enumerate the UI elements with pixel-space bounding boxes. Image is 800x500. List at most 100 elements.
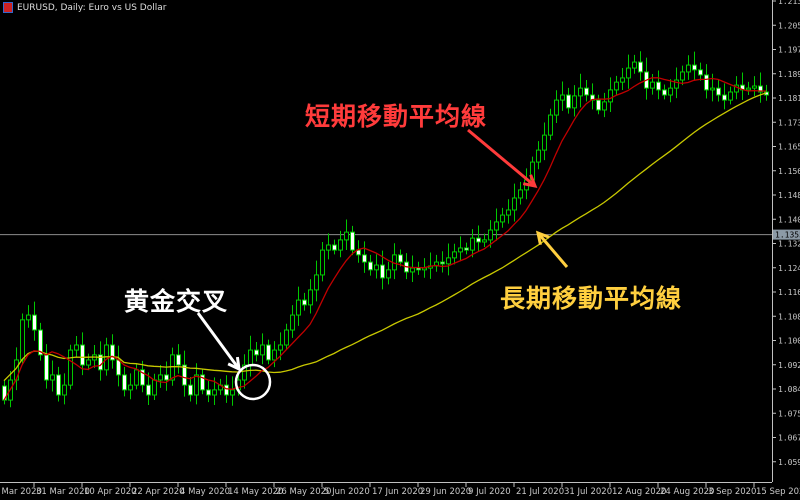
candle-body — [602, 101, 607, 111]
golden-cross-arrow — [196, 312, 241, 372]
candle-body — [62, 384, 67, 396]
candle — [260, 333, 265, 365]
candle-body — [86, 359, 91, 366]
candle-body — [212, 389, 217, 396]
candle — [488, 220, 493, 248]
price-tick-label: 1.13260 — [778, 240, 800, 249]
candle-body — [20, 319, 25, 361]
candle — [338, 230, 343, 258]
candle — [254, 341, 259, 362]
candle — [326, 233, 331, 260]
candle — [302, 292, 307, 311]
candle — [164, 361, 169, 391]
candle-body — [254, 349, 259, 356]
candle — [740, 72, 745, 100]
short-ma-arrow-shaft — [467, 128, 536, 188]
candle-body — [410, 267, 415, 273]
candle — [662, 84, 667, 100]
candle — [476, 225, 481, 253]
candle — [506, 199, 511, 224]
candle-body — [542, 134, 547, 151]
candle-body — [632, 61, 637, 69]
candle — [668, 79, 673, 103]
candle — [32, 301, 37, 341]
candle-body — [716, 87, 721, 96]
candle — [512, 183, 517, 222]
candle-body — [452, 251, 457, 259]
candle-body — [500, 214, 505, 223]
candle-body — [680, 71, 685, 81]
price-tick-label: 1.06780 — [778, 434, 800, 443]
candle — [692, 51, 697, 81]
candle — [98, 341, 103, 381]
candle — [158, 365, 163, 388]
candle — [152, 373, 157, 401]
candle — [146, 372, 151, 406]
golden-cross-arrow-head — [227, 356, 241, 372]
candle — [320, 242, 325, 282]
time-tick-label: 31 Jul 2020 — [564, 487, 612, 497]
candle-body — [380, 264, 385, 279]
candle — [704, 64, 709, 99]
candle — [698, 62, 703, 81]
candle — [626, 54, 631, 89]
candle — [266, 339, 271, 365]
candle — [332, 239, 337, 255]
candle — [452, 243, 457, 265]
candle — [728, 86, 733, 105]
candle — [602, 92, 607, 118]
candle — [650, 74, 655, 95]
candle — [560, 81, 565, 111]
candle — [638, 51, 643, 81]
candle-body — [134, 369, 139, 386]
candle — [470, 229, 475, 258]
candle — [596, 94, 601, 115]
candle-body — [170, 354, 175, 381]
candle-body — [176, 354, 181, 366]
time-tick-label: 19 Mar 2020 — [0, 487, 42, 497]
candle-body — [698, 69, 703, 76]
candle-body — [458, 247, 463, 253]
long-ma-line — [3, 92, 767, 382]
candle — [518, 181, 523, 205]
candle-body — [194, 374, 199, 396]
candle-body — [464, 247, 469, 251]
candle-body — [128, 384, 133, 391]
candle — [362, 241, 367, 273]
candle-body — [278, 344, 283, 351]
candle-body — [746, 87, 751, 91]
candle-body — [320, 249, 325, 276]
candle-body — [284, 329, 289, 346]
time-tick-label: 5 Jun 2020 — [324, 487, 370, 497]
time-tick-label: 29 Jun 2020 — [420, 487, 471, 497]
candle-body — [32, 314, 37, 331]
candle — [464, 242, 469, 255]
current-price-tag — [773, 229, 800, 240]
price-tick-label: 1.19740 — [778, 46, 800, 55]
candle — [44, 344, 49, 389]
candle — [116, 345, 121, 387]
candle — [536, 141, 541, 170]
candle-body — [608, 89, 613, 103]
price-tick-label: 1.14880 — [778, 191, 800, 200]
candle — [80, 332, 85, 376]
candle-body — [692, 64, 697, 71]
candle-body — [548, 114, 553, 136]
candle-body — [446, 257, 451, 265]
candle-body — [110, 344, 115, 361]
candle-body — [248, 349, 253, 366]
candle-body — [344, 231, 349, 241]
short-ma-annotation: 短期移動平均線 — [305, 102, 488, 131]
time-tick-label: 31 Mar 2020 — [36, 487, 90, 497]
candle-body — [200, 374, 205, 391]
candle-body — [44, 354, 49, 381]
candle — [758, 72, 763, 103]
golden-cross-circle — [234, 363, 272, 401]
candle — [38, 322, 43, 361]
candle-body — [668, 87, 673, 96]
candle — [140, 360, 145, 393]
candle-body — [188, 384, 193, 396]
candle-body — [206, 389, 211, 396]
